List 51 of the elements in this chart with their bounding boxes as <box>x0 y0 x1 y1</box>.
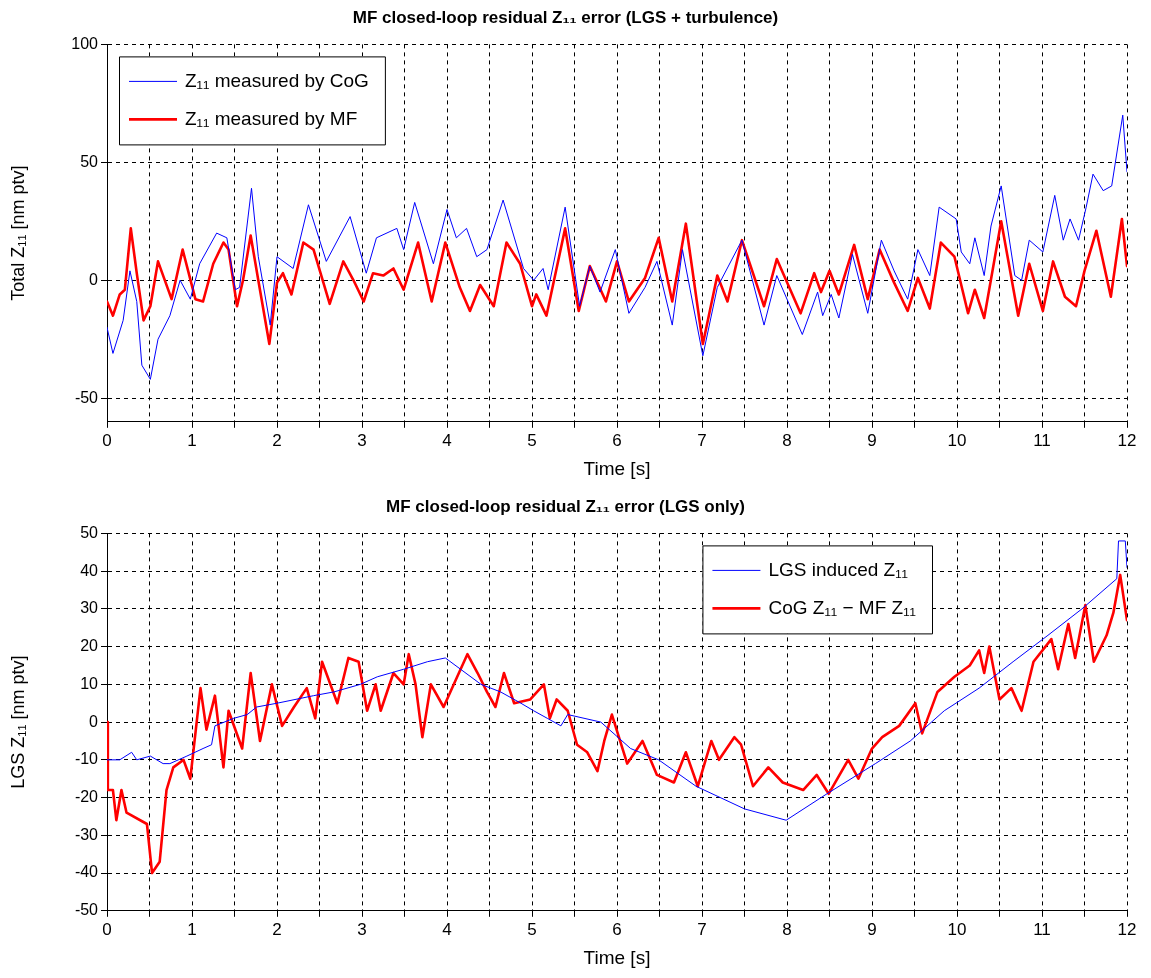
x-tick-label: 7 <box>697 919 707 939</box>
y-axis-title: Total Z₁₁ [nm ptv] <box>7 165 28 301</box>
x-tick-label: 11 <box>1033 430 1051 450</box>
y-tick-label: 0 <box>89 712 99 730</box>
y-tick-label: -40 <box>74 863 99 881</box>
x-tick-label: 6 <box>612 430 622 450</box>
y-tick-label: 10 <box>80 674 99 692</box>
y-tick-label: 20 <box>80 637 99 655</box>
x-tick-label: 1 <box>187 919 197 939</box>
y-tick-label: -20 <box>74 787 99 805</box>
y-tick-label: 30 <box>80 599 99 617</box>
x-tick-label: 3 <box>357 919 367 939</box>
y-tick-label: -30 <box>74 825 99 843</box>
x-tick-label: 6 <box>612 919 622 939</box>
x-tick-label: 10 <box>947 430 967 450</box>
x-axis-title: Time [s] <box>583 457 651 479</box>
x-tick-label: 8 <box>782 919 792 939</box>
x-tick-label: 7 <box>697 430 707 450</box>
y-tick-label: -10 <box>74 750 99 768</box>
y-tick-label: -50 <box>74 388 99 406</box>
x-tick-label: 11 <box>1033 919 1051 939</box>
y-tick-label: 50 <box>80 523 99 541</box>
x-tick-label: 2 <box>272 919 282 939</box>
legend-label: Z₁₁ measured by MF <box>185 107 358 129</box>
chart-title: MF closed-loop residual Z₁₁ error (LGS only) <box>386 496 745 516</box>
y-tick-label: 50 <box>80 152 99 170</box>
x-tick-label: 12 <box>1117 430 1137 450</box>
x-tick-label: 9 <box>867 430 877 450</box>
x-tick-label: 12 <box>1117 919 1137 939</box>
x-axis-title: Time [s] <box>583 946 651 968</box>
y-tick-label: -50 <box>74 901 99 919</box>
y-tick-label: 100 <box>71 34 99 52</box>
legend-label: Z₁₁ measured by CoG <box>185 69 369 91</box>
x-tick-label: 10 <box>947 919 967 939</box>
x-tick-label: 9 <box>867 919 877 939</box>
x-tick-label: 8 <box>782 430 792 450</box>
x-tick-label: 4 <box>442 919 452 939</box>
x-tick-label: 3 <box>357 430 367 450</box>
y-tick-label: 40 <box>80 561 99 579</box>
chart-title: MF closed-loop residual Z₁₁ error (LGS + turbulence) <box>352 7 779 27</box>
x-tick-label: 5 <box>527 919 537 939</box>
y-axis-title: LGS Z₁₁ [nm ptv] <box>7 655 28 789</box>
x-tick-label: 0 <box>102 430 112 450</box>
x-tick-label: 5 <box>527 430 537 450</box>
y-tick-label: 0 <box>89 270 99 288</box>
legend-label: CoG Z₁₁ − MF Z₁₁ <box>768 596 917 618</box>
x-tick-label: 0 <box>102 919 112 939</box>
x-tick-label: 4 <box>442 430 452 450</box>
legend-label: LGS induced Z₁₁ <box>768 558 908 580</box>
x-tick-label: 1 <box>187 430 197 450</box>
x-tick-label: 2 <box>272 430 282 450</box>
